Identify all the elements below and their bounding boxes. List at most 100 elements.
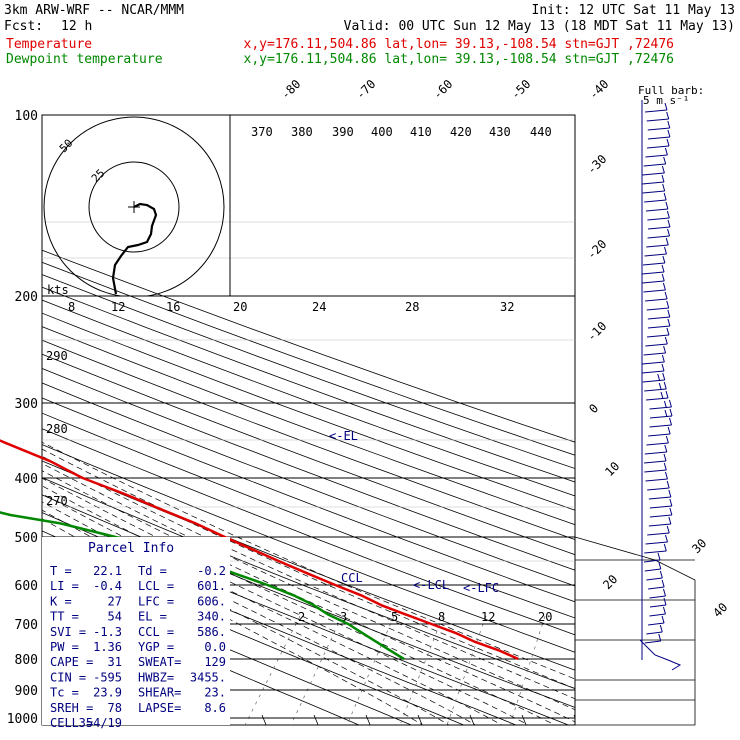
wind-barb-flag (663, 192, 667, 201)
wind-barb-flag (663, 345, 667, 354)
wind-barb (647, 217, 670, 221)
wind-barb (642, 262, 665, 266)
wind-barb (643, 289, 666, 293)
wind-barbs (639, 100, 682, 671)
wind-barb (645, 478, 668, 482)
wind-barb (649, 595, 666, 599)
dewpoint-legend: Dewpoint temperature (6, 52, 163, 67)
temperature-point-info: x,y=176.11,504.86 lat,lon= 39.13,-108.54… (244, 37, 674, 52)
wind-barb (649, 514, 672, 518)
sounding-profiles (0, 439, 519, 661)
wind-barb-flag (663, 462, 667, 471)
wind-barb (642, 190, 665, 194)
wind-barb-flag (668, 516, 672, 525)
wind-barb-flag (661, 363, 665, 372)
theta-label: 430 (489, 125, 511, 139)
wind-barb-flag (661, 165, 665, 174)
init-time: Init: 12 UTC Sat 11 May 13 (532, 3, 736, 18)
wind-barb (642, 172, 665, 176)
wind-barb (643, 559, 661, 563)
mixing-ratio-line (346, 615, 395, 725)
wind-barb-flag (662, 606, 666, 615)
dry-adiabat (42, 312, 575, 511)
dry-adiabat (42, 382, 575, 587)
parcel-param-value: -1.3 (93, 625, 122, 639)
wind-barb (648, 433, 671, 437)
isotherm-label: -50 (508, 77, 533, 102)
parcel-param-value: 54 (108, 610, 122, 624)
wind-barb-flag (666, 525, 670, 534)
hodograph-speed-label: 16 (166, 300, 180, 314)
dry-adiabat (42, 339, 575, 540)
wind-barb-flag (665, 201, 669, 210)
wind-barb-flag (663, 453, 667, 462)
theta-label: 370 (251, 125, 273, 139)
pressure-tick-label: 800 (15, 653, 38, 668)
wind-barb (645, 298, 668, 302)
wind-barb (645, 208, 668, 212)
wind-barb-flag (659, 624, 663, 633)
wind-barb-flag (666, 300, 670, 309)
wind-barb (646, 442, 669, 446)
parcel-param-value: 606. (197, 594, 226, 608)
parcel-param-name: SHEAR= (138, 686, 181, 700)
wind-barb (645, 343, 668, 347)
surface-wind-barb (639, 639, 682, 671)
dry-adiabat (42, 494, 575, 708)
wind-barb (649, 604, 667, 608)
dry-adiabat (42, 397, 575, 603)
moist-adiabat (42, 493, 503, 725)
parcel-param-value: 8.6 (204, 701, 226, 715)
parcel-param-value: 23. (204, 686, 226, 700)
wind-barb-flag (662, 183, 666, 192)
wind-barb-flag (666, 138, 670, 147)
isotherm-label: -60 (430, 77, 455, 102)
wind-barb-flag (661, 579, 665, 588)
wind-barb-flag (666, 111, 670, 120)
hodograph-trace (111, 202, 158, 295)
theta-label: 390 (332, 125, 354, 139)
parcel-param-name: Td = (138, 564, 167, 578)
wind-barb (644, 451, 667, 455)
wind-barb-flag (665, 534, 668, 543)
wind-barb (649, 424, 672, 428)
wind-barb (646, 244, 669, 248)
moist-adiabat (42, 441, 575, 680)
hodograph-ring-label: 50 (57, 137, 76, 156)
wind-barb (646, 307, 669, 311)
isotherm-label: -80 (278, 77, 303, 102)
theta-label: 290 (46, 349, 68, 363)
wind-barb-flag (669, 417, 672, 426)
parcel-param-value: 78 (108, 701, 122, 715)
wind-barb (644, 199, 667, 203)
pressure-tick-label: 1000 (7, 712, 38, 727)
dry-adiabat (42, 299, 575, 497)
theta-label: 420 (450, 125, 472, 139)
isotherm-label: -40 (586, 77, 611, 102)
wind-barb (648, 496, 671, 500)
theta-label: 410 (410, 125, 432, 139)
theta-label: 280 (46, 422, 68, 436)
wind-barb (647, 487, 670, 491)
wind-barb (644, 388, 667, 392)
wind-barb-flag (664, 336, 668, 345)
wind-barb (647, 325, 670, 329)
pressure-tick-label: 200 (15, 290, 38, 305)
barb-legend-line2: 5 m s⁻¹ (643, 94, 689, 107)
pressure-tick-label: 700 (15, 618, 38, 633)
wind-barb-flag (658, 382, 662, 391)
wind-barb-flag (667, 120, 671, 129)
wind-barb-flag (663, 381, 667, 390)
theta-label: 440 (530, 125, 552, 139)
wind-barb-flag (663, 588, 666, 597)
parcel-param-value: 354/19 (79, 716, 122, 730)
isotherm-label: -20 (584, 237, 609, 262)
mixing-ratio-label: 20 (538, 610, 552, 624)
wind-barb (646, 631, 663, 635)
wind-barb-flag (663, 597, 667, 606)
level-annotation: CCL (341, 571, 363, 585)
wind-barb (643, 163, 666, 167)
wind-barb (644, 640, 661, 644)
wind-barb-flag (669, 507, 673, 516)
dewpoint-point-info: x,y=176.11,504.86 lat,lon= 39.13,-108.54… (244, 52, 674, 67)
